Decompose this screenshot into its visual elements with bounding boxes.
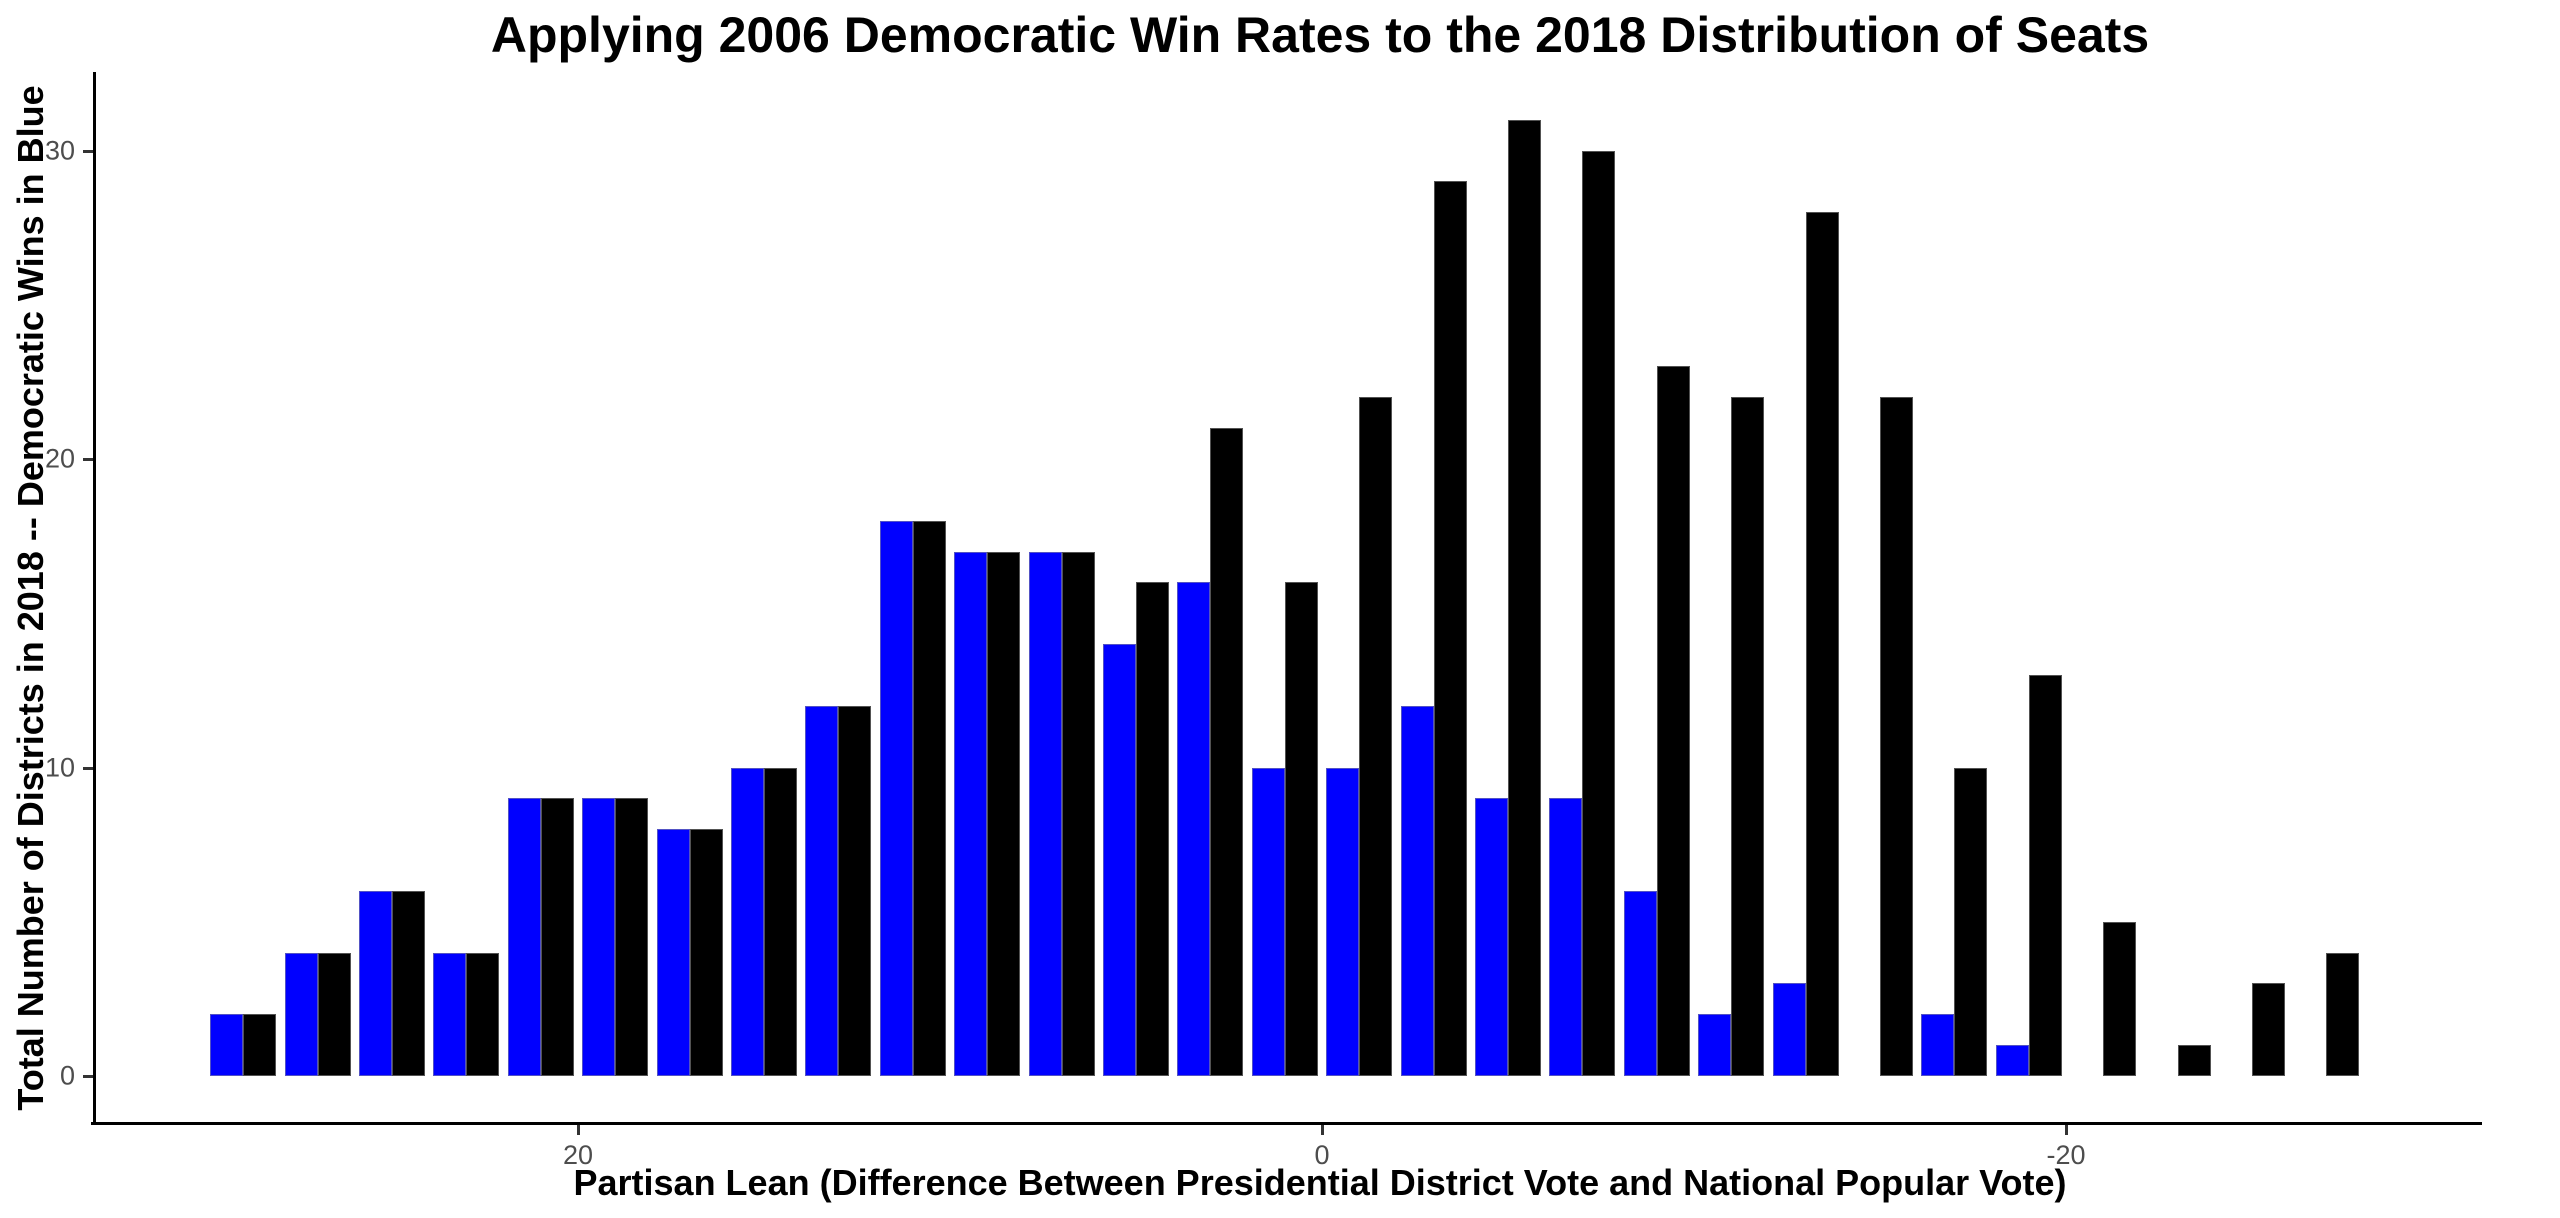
bar-total-districts xyxy=(1136,582,1169,1076)
y-tick-mark xyxy=(83,1075,93,1078)
bar-total-districts xyxy=(2326,952,2360,1076)
bar-total-districts xyxy=(1061,551,1095,1076)
y-tick-mark xyxy=(83,149,93,153)
bar-democratic-wins xyxy=(1028,551,1062,1076)
y-tick-mark xyxy=(83,766,93,770)
bar-total-districts xyxy=(1731,397,1765,1076)
bar-total-districts xyxy=(2177,1045,2211,1076)
bar-democratic-wins xyxy=(656,829,690,1076)
bar-total-districts xyxy=(1954,767,1988,1076)
bar-total-districts xyxy=(243,1014,277,1076)
bar-total-districts xyxy=(1880,397,1913,1076)
bar-total-districts xyxy=(1805,212,1839,1076)
bar-democratic-wins xyxy=(1475,798,1508,1076)
bar-democratic-wins xyxy=(1549,798,1583,1076)
bar-democratic-wins xyxy=(1921,1014,1955,1076)
x-tick-mark xyxy=(2065,1125,2068,1135)
bar-democratic-wins xyxy=(879,520,913,1076)
bar-total-districts xyxy=(466,952,500,1076)
bar-total-districts xyxy=(2028,674,2062,1076)
bar-democratic-wins xyxy=(359,890,392,1076)
bar-democratic-wins xyxy=(954,551,988,1076)
bar-democratic-wins xyxy=(1623,890,1657,1076)
bar-total-districts xyxy=(689,829,723,1076)
bar-democratic-wins xyxy=(1177,582,1211,1076)
bar-democratic-wins xyxy=(731,767,764,1076)
bar-total-districts xyxy=(1359,397,1393,1076)
x-axis-line xyxy=(91,1122,2482,1125)
x-tick-mark xyxy=(577,1125,580,1135)
y-tick-label: 20 xyxy=(44,443,75,474)
bar-total-districts xyxy=(615,798,649,1076)
y-tick-label: 30 xyxy=(44,135,75,165)
x-tick-label: 20 xyxy=(562,1140,594,1170)
x-tick-label: 0 xyxy=(1314,1140,1330,1170)
x-axis-label: Partisan Lean (Difference Between Presid… xyxy=(573,1162,2067,1203)
bar-total-districts xyxy=(2103,921,2137,1076)
bar-democratic-wins xyxy=(1103,644,1136,1076)
bar-democratic-wins xyxy=(1400,705,1434,1076)
bar-total-districts xyxy=(1433,181,1467,1076)
y-tick-label: 0 xyxy=(59,1060,75,1091)
chart-title: Applying 2006 Democratic Win Rates to th… xyxy=(490,7,2150,63)
bar-democratic-wins xyxy=(1772,983,1806,1076)
bar-total-districts xyxy=(540,798,574,1076)
bar-total-districts xyxy=(2252,983,2285,1076)
x-tick-label: -20 xyxy=(2046,1140,2086,1170)
x-tick-mark xyxy=(1321,1125,1324,1135)
bar-democratic-wins xyxy=(1326,767,1360,1076)
bar-democratic-wins xyxy=(1698,1014,1732,1076)
y-axis-line xyxy=(93,72,96,1125)
bar-total-districts xyxy=(764,767,797,1076)
bar-democratic-wins xyxy=(507,798,541,1076)
bar-democratic-wins xyxy=(1251,767,1285,1076)
bar-total-districts xyxy=(838,705,872,1076)
bar-total-districts xyxy=(317,952,351,1076)
bar-democratic-wins xyxy=(210,1014,244,1076)
bar-total-districts xyxy=(1284,582,1318,1076)
bar-total-districts xyxy=(1656,366,1690,1076)
y-tick-label: 10 xyxy=(44,752,75,782)
bar-democratic-wins xyxy=(1995,1045,2029,1076)
y-tick-mark xyxy=(83,458,93,461)
bar-democratic-wins xyxy=(284,952,318,1076)
bar-total-districts xyxy=(1508,119,1541,1076)
bar-democratic-wins xyxy=(433,952,467,1076)
bar-democratic-wins xyxy=(582,798,616,1076)
bar-total-districts xyxy=(1582,150,1616,1076)
bar-total-districts xyxy=(392,890,425,1076)
bar-democratic-wins xyxy=(805,705,839,1076)
bar-total-districts xyxy=(1210,428,1244,1076)
bar-total-districts xyxy=(912,520,946,1076)
bar-total-districts xyxy=(987,551,1021,1076)
